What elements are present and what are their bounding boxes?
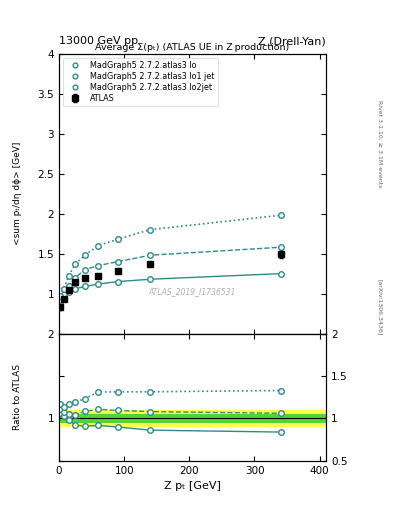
MadGraph5 2.7.2.atlas3 lo: [278, 270, 283, 276]
MadGraph5 2.7.2.atlas3 lo1 jet: [96, 263, 101, 269]
MadGraph5 2.7.2.atlas3 lo: [66, 289, 71, 295]
MadGraph5 2.7.2.atlas3 lo: [83, 283, 87, 289]
MadGraph5 2.7.2.atlas3 lo1 jet: [66, 283, 71, 289]
MadGraph5 2.7.2.atlas3 lo2jet: [96, 243, 101, 249]
MadGraph5 2.7.2.atlas3 lo1 jet: [148, 252, 152, 259]
MadGraph5 2.7.2.atlas3 lo: [148, 276, 152, 282]
MadGraph5 2.7.2.atlas3 lo1 jet: [61, 290, 66, 296]
Line: MadGraph5 2.7.2.atlas3 lo1 jet: MadGraph5 2.7.2.atlas3 lo1 jet: [57, 244, 283, 303]
Y-axis label: Ratio to ATLAS: Ratio to ATLAS: [13, 364, 22, 430]
Title: Average Σ(pₜ) (ATLAS UE in Z production): Average Σ(pₜ) (ATLAS UE in Z production): [95, 42, 290, 52]
MadGraph5 2.7.2.atlas3 lo2jet: [148, 227, 152, 233]
Bar: [59, 414, 326, 422]
MadGraph5 2.7.2.atlas3 lo1 jet: [115, 259, 120, 265]
MadGraph5 2.7.2.atlas3 lo2jet: [73, 261, 77, 267]
X-axis label: Z pₜ [GeV]: Z pₜ [GeV]: [164, 481, 221, 491]
MadGraph5 2.7.2.atlas3 lo: [61, 294, 66, 300]
MadGraph5 2.7.2.atlas3 lo: [115, 279, 120, 285]
MadGraph5 2.7.2.atlas3 lo2jet: [61, 286, 66, 292]
Text: 13000 GeV pp: 13000 GeV pp: [59, 36, 138, 46]
MadGraph5 2.7.2.atlas3 lo1 jet: [278, 244, 283, 250]
Legend: MadGraph5 2.7.2.atlas3 lo, MadGraph5 2.7.2.atlas3 lo1 jet, MadGraph5 2.7.2.atlas: MadGraph5 2.7.2.atlas3 lo, MadGraph5 2.7…: [63, 58, 218, 106]
Line: MadGraph5 2.7.2.atlas3 lo2jet: MadGraph5 2.7.2.atlas3 lo2jet: [57, 212, 283, 299]
MadGraph5 2.7.2.atlas3 lo2jet: [278, 212, 283, 218]
Text: ATLAS_2019_I1736531: ATLAS_2019_I1736531: [149, 287, 236, 296]
Bar: [59, 410, 326, 427]
Text: Z (Drell-Yan): Z (Drell-Yan): [259, 36, 326, 46]
MadGraph5 2.7.2.atlas3 lo2jet: [83, 252, 87, 259]
Text: [arXiv:1306.3436]: [arXiv:1306.3436]: [377, 279, 382, 335]
MadGraph5 2.7.2.atlas3 lo2jet: [66, 273, 71, 279]
MadGraph5 2.7.2.atlas3 lo: [73, 286, 77, 292]
MadGraph5 2.7.2.atlas3 lo: [58, 300, 62, 306]
MadGraph5 2.7.2.atlas3 lo1 jet: [73, 274, 77, 281]
MadGraph5 2.7.2.atlas3 lo1 jet: [83, 267, 87, 273]
Y-axis label: <sum pₜ/dη dϕ> [GeV]: <sum pₜ/dη dϕ> [GeV]: [13, 142, 22, 245]
MadGraph5 2.7.2.atlas3 lo1 jet: [58, 297, 62, 303]
Text: Rivet 3.1.10, ≥ 3.1M events: Rivet 3.1.10, ≥ 3.1M events: [377, 100, 382, 187]
MadGraph5 2.7.2.atlas3 lo2jet: [58, 293, 62, 299]
Line: MadGraph5 2.7.2.atlas3 lo: MadGraph5 2.7.2.atlas3 lo: [57, 271, 283, 306]
MadGraph5 2.7.2.atlas3 lo2jet: [115, 236, 120, 242]
MadGraph5 2.7.2.atlas3 lo: [96, 281, 101, 287]
